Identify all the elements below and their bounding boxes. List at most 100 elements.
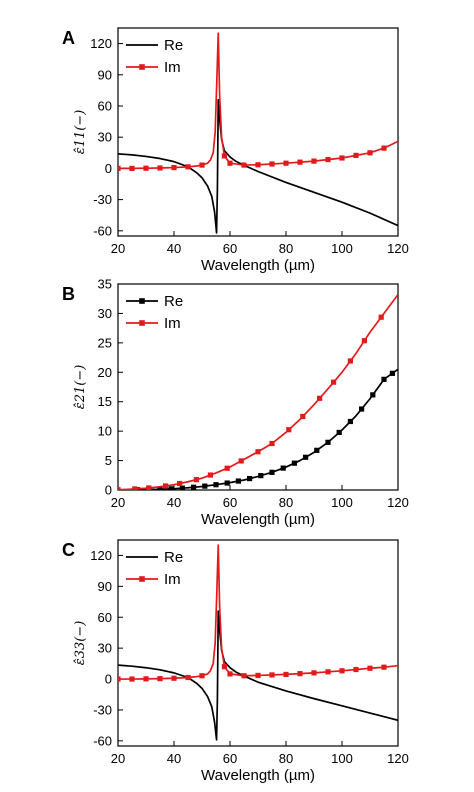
data-marker-im <box>185 164 191 170</box>
legend-label-re: Re <box>164 293 183 310</box>
data-marker-im <box>283 671 289 678</box>
data-marker-im <box>347 358 353 364</box>
data-marker-im <box>118 165 121 171</box>
x-tick-label: 120 <box>387 495 409 510</box>
panel-letter: A <box>62 28 75 48</box>
y-axis-title: ε̂33(−) <box>73 621 88 666</box>
data-marker-re <box>168 486 174 490</box>
data-marker-im <box>325 156 331 163</box>
y-tick-label: 30 <box>98 641 112 656</box>
data-marker-im <box>132 486 138 490</box>
series-line-re <box>118 368 398 490</box>
legend: Re Im <box>126 549 183 588</box>
x-tick-label: 60 <box>223 751 237 766</box>
data-marker-im <box>269 161 275 167</box>
series-line-re <box>118 610 398 741</box>
data-marker-im <box>143 165 149 171</box>
y-axis-title: ε̂21(−) <box>73 365 88 410</box>
data-marker-re <box>314 447 320 453</box>
data-marker-im <box>157 676 163 682</box>
data-marker-im <box>297 159 303 165</box>
series-line-im <box>118 544 398 680</box>
y-tick-label: 25 <box>98 335 112 350</box>
data-marker-im <box>118 676 121 682</box>
data-marker-im <box>361 338 367 344</box>
x-tick-label: 80 <box>279 751 293 766</box>
data-marker-im <box>185 674 191 681</box>
plot-frame <box>117 27 399 237</box>
x-tick-label: 80 <box>279 241 293 256</box>
plot-area <box>118 32 398 234</box>
data-marker-re <box>336 429 342 436</box>
series-line-re <box>118 98 398 234</box>
x-tick-label: 80 <box>279 495 293 510</box>
y-tick-label: 30 <box>98 130 112 145</box>
y-tick-label: 90 <box>98 579 112 594</box>
data-marker-im <box>255 672 261 679</box>
data-marker-re <box>235 478 241 484</box>
data-marker-im <box>283 160 289 166</box>
y-tick-label: -60 <box>93 223 112 238</box>
data-marker-re <box>269 469 275 475</box>
data-marker-re <box>381 376 387 382</box>
data-marker-im <box>129 165 135 171</box>
legend-marker <box>139 64 145 70</box>
plot-frame <box>117 283 399 491</box>
y-tick-label: -30 <box>93 192 112 207</box>
y-tick-label: 30 <box>98 306 112 321</box>
data-marker-im <box>129 676 135 682</box>
data-marker-im <box>163 483 169 489</box>
data-marker-im <box>224 465 230 471</box>
data-marker-re <box>213 482 219 488</box>
x-tick-label: 40 <box>167 495 181 510</box>
data-marker-im <box>171 164 177 171</box>
x-tick-label: 60 <box>223 241 237 256</box>
data-marker-im <box>331 379 337 385</box>
legend-marker <box>139 298 145 304</box>
series-line-im <box>118 294 398 490</box>
x-axis-title: Wavelength (µm) <box>201 767 315 784</box>
x-axis-title: Wavelength (µm) <box>201 257 315 274</box>
data-marker-im <box>143 676 149 682</box>
data-marker-im <box>199 673 205 679</box>
data-marker-im <box>118 487 121 490</box>
panel-c: C 20 40 60 80 100 120 -60 -30 0 30 60 90 120 Wavelengt… <box>62 539 409 784</box>
data-marker-im <box>255 162 261 168</box>
legend-label-re: Re <box>164 37 183 54</box>
data-marker-im <box>367 665 373 671</box>
plot-frame <box>117 539 399 747</box>
data-marker-im <box>227 160 233 166</box>
y-tick-label: -60 <box>93 733 112 748</box>
data-marker-re <box>157 486 163 490</box>
data-marker-im <box>339 668 345 674</box>
data-marker-re <box>359 406 365 412</box>
data-marker-re <box>191 484 197 490</box>
data-marker-im <box>325 669 331 675</box>
plot-area <box>118 294 398 490</box>
data-marker-im <box>177 480 183 487</box>
legend-label-im: Im <box>164 315 181 332</box>
data-marker-im <box>269 440 275 447</box>
x-tick-label: 120 <box>387 241 409 256</box>
x-tick-label: 120 <box>387 751 409 766</box>
legend: Re Im <box>126 37 183 76</box>
data-marker-re <box>303 454 309 460</box>
data-marker-im <box>221 153 227 159</box>
data-marker-re <box>325 439 331 445</box>
x-tick-label: 20 <box>111 751 125 766</box>
data-marker-re <box>370 392 376 398</box>
x-tick-label: 40 <box>167 751 181 766</box>
data-marker-im <box>193 477 199 483</box>
data-marker-im <box>300 413 306 420</box>
data-marker-im <box>339 155 345 161</box>
legend-label-re: Re <box>164 549 183 566</box>
data-marker-im <box>199 162 205 168</box>
legend-label-im: Im <box>164 59 181 76</box>
x-tick-label: 20 <box>111 495 125 510</box>
y-tick-label: 90 <box>98 67 112 82</box>
data-marker-im <box>381 664 387 670</box>
series-line-im <box>118 32 398 170</box>
data-marker-im <box>146 485 152 490</box>
data-marker-im <box>353 152 359 158</box>
